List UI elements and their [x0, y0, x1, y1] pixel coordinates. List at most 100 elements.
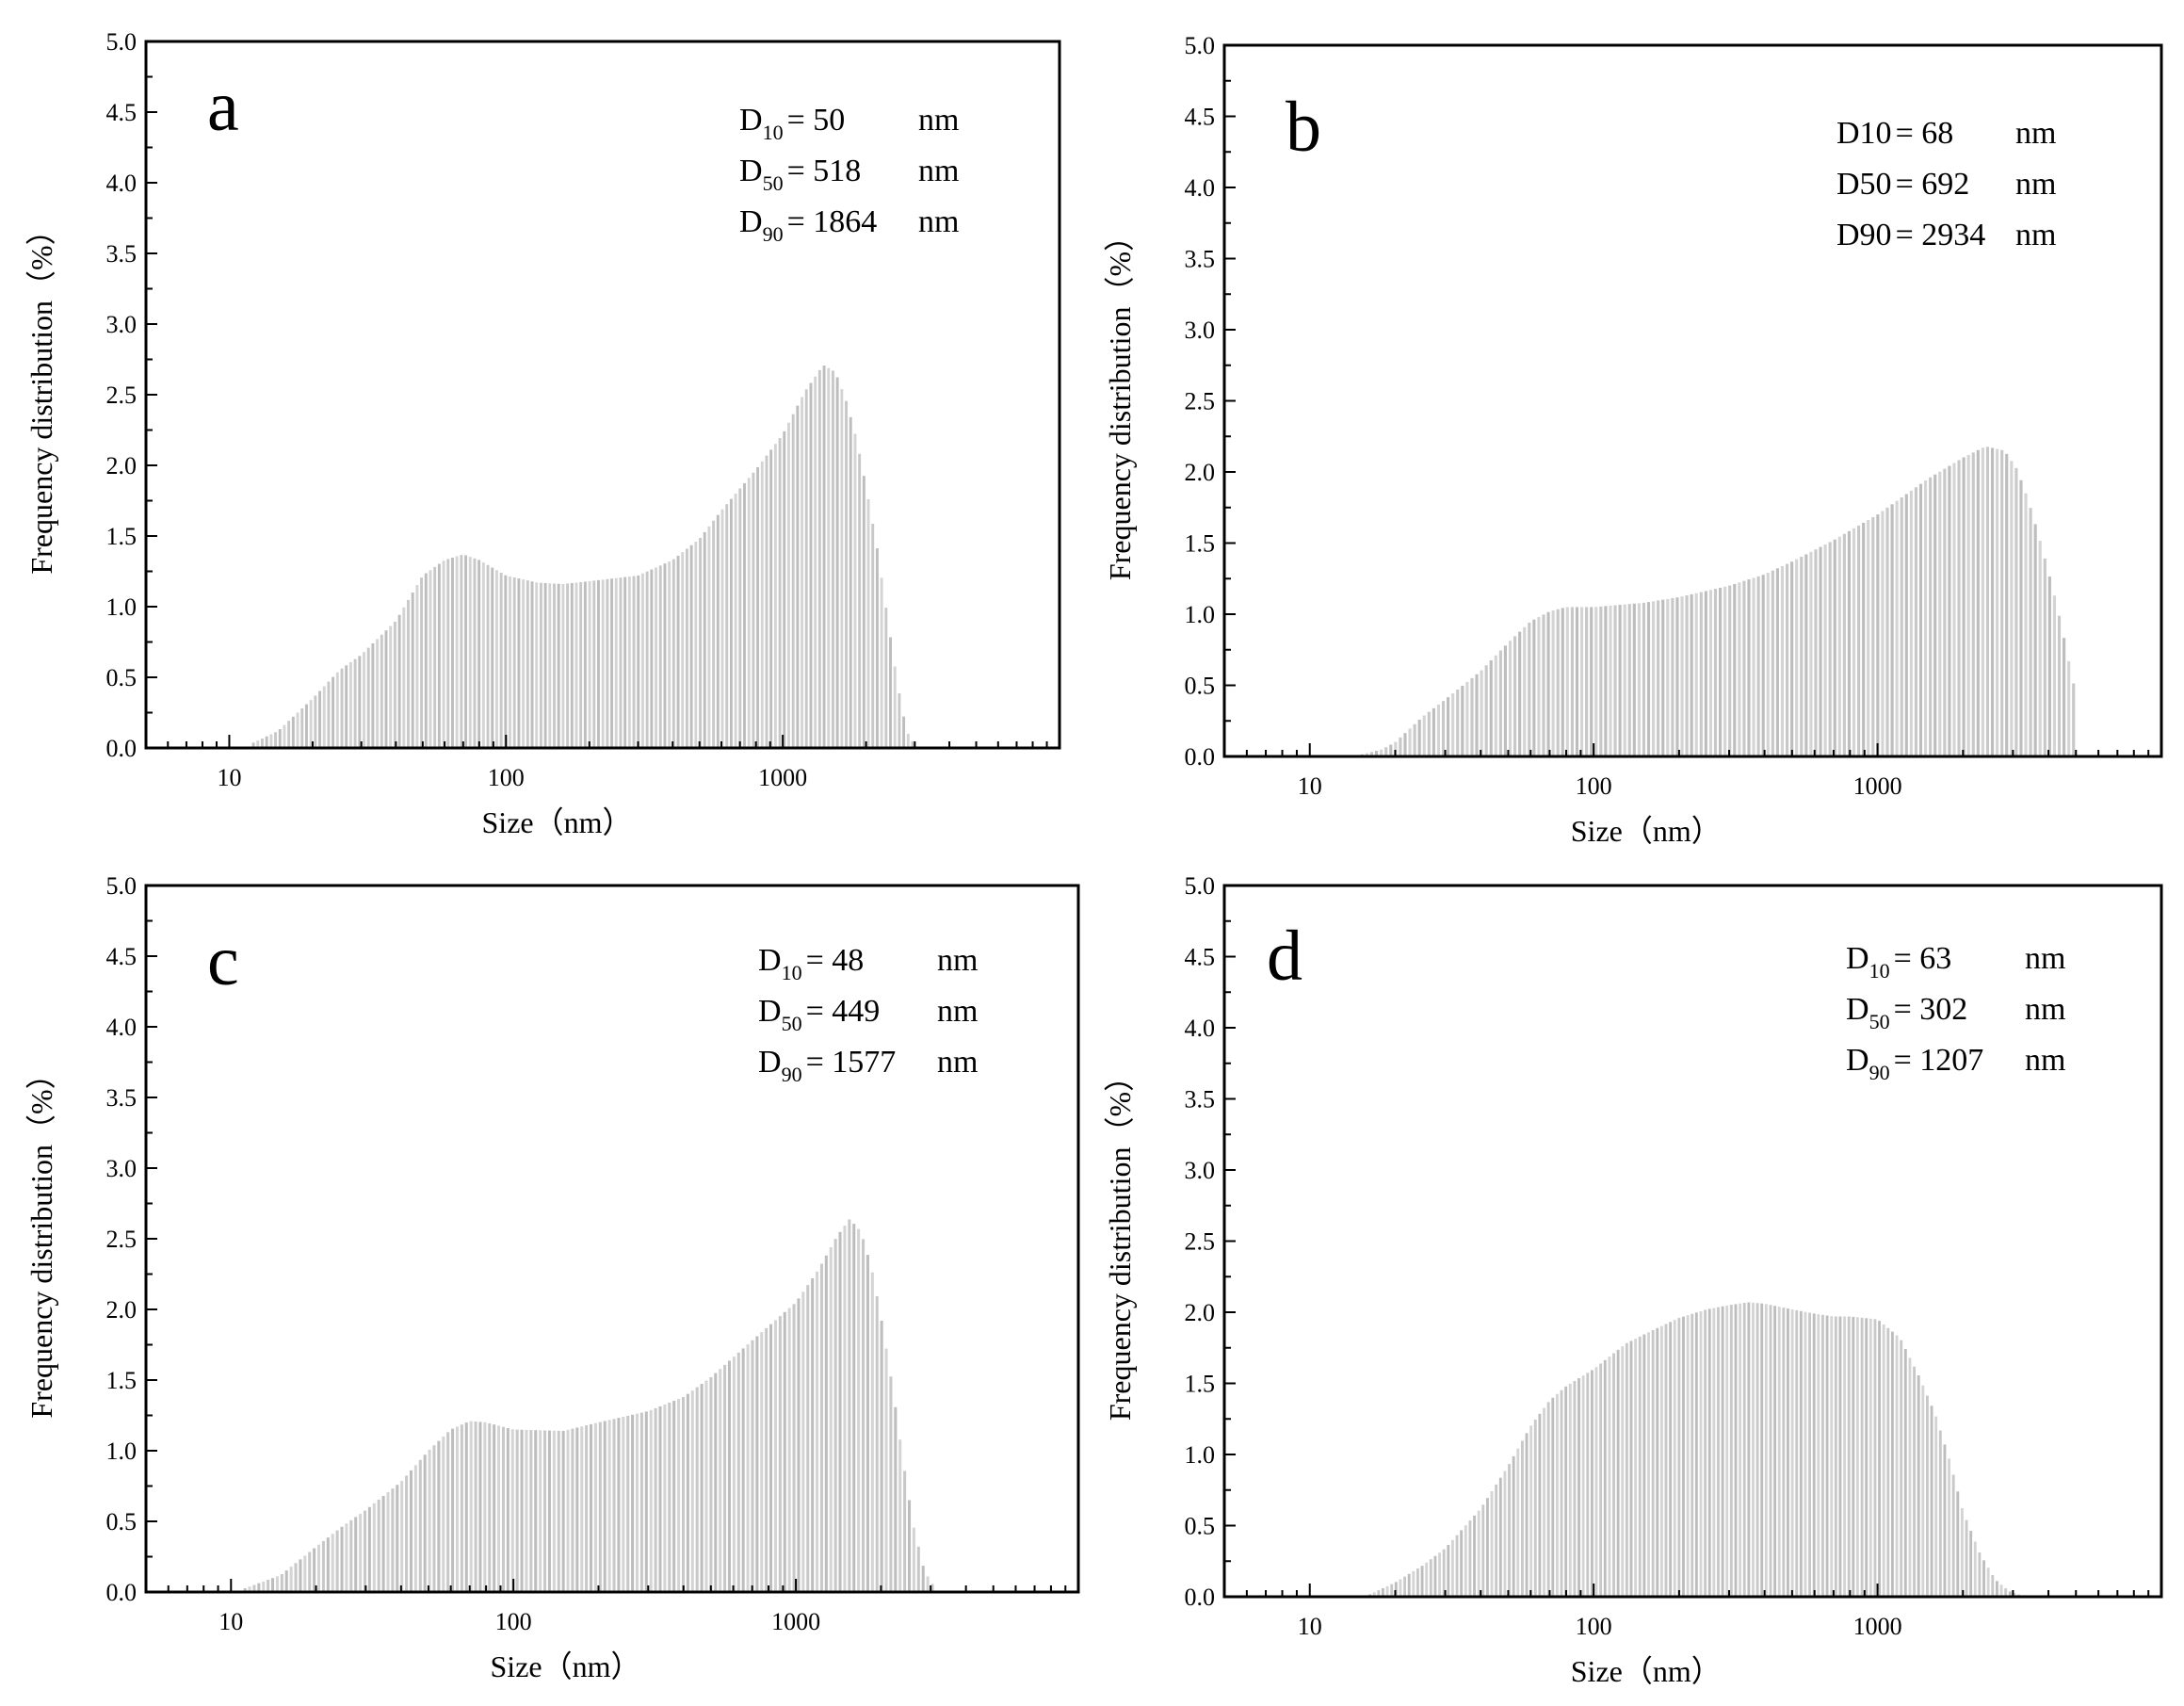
bar: [658, 1405, 662, 1592]
bar: [614, 577, 618, 748]
y-axis-title-d: Frequency distribution（%）: [1103, 1062, 1137, 1421]
bar: [1447, 697, 1450, 756]
bar: [1382, 1587, 1384, 1597]
bar: [1634, 1339, 1638, 1597]
bar: [610, 578, 614, 748]
bar: [402, 607, 406, 748]
bar: [1860, 1317, 1864, 1597]
bar: [433, 566, 437, 748]
bar: [1857, 525, 1861, 756]
bar: [1599, 1363, 1603, 1597]
bar: [1852, 528, 1856, 756]
bar: [707, 526, 711, 748]
bar: [497, 1425, 501, 1592]
x-tick-label: 1000: [771, 1608, 820, 1635]
bar: [561, 1430, 565, 1592]
bar: [709, 1376, 713, 1592]
bar: [437, 1440, 441, 1592]
bar: [607, 1420, 611, 1592]
bar: [1673, 1320, 1676, 1597]
x-tick-label: 1000: [1853, 772, 1902, 800]
d50-unit-d: nm: [2025, 992, 2065, 1027]
d90-value-d: = 1207: [1894, 1043, 1984, 1078]
bar: [574, 582, 578, 748]
bar: [506, 1427, 510, 1592]
bar: [2013, 1593, 2016, 1597]
bar: [1632, 603, 1636, 756]
bar: [1599, 606, 1603, 756]
bar: [252, 1584, 256, 1592]
bar: [1518, 631, 1522, 756]
d10-base-c: D: [758, 943, 782, 978]
bar: [797, 1298, 801, 1592]
bar: [2029, 508, 2032, 756]
bar: [889, 637, 892, 748]
bar: [801, 1292, 805, 1592]
bar: [809, 382, 813, 748]
bar: [1924, 480, 1928, 756]
bar: [332, 676, 335, 748]
bar: [778, 438, 782, 748]
bar: [1647, 1332, 1650, 1597]
bar: [787, 422, 790, 748]
bar: [274, 732, 278, 748]
bar: [345, 1523, 348, 1592]
bar: [1903, 1349, 1907, 1597]
d90-value-b: = 2934: [1896, 218, 1986, 252]
bar: [1528, 622, 1531, 756]
bar: [746, 1344, 750, 1592]
bar: [371, 642, 375, 748]
bar: [1477, 1510, 1480, 1597]
bar: [751, 1340, 754, 1592]
bar: [686, 1393, 689, 1592]
bar: [1581, 1375, 1585, 1597]
bar: [432, 1445, 436, 1592]
bar: [1804, 1311, 1807, 1597]
bar: [1838, 1316, 1842, 1597]
bar: [289, 1567, 293, 1592]
bar: [322, 686, 326, 748]
bar: [580, 1426, 584, 1592]
d90-value-c: = 1577: [806, 1045, 897, 1080]
bar: [429, 570, 432, 748]
bar: [1429, 1559, 1432, 1597]
bar: [481, 562, 485, 748]
y-tick-label: 5.0: [106, 872, 138, 900]
d10-sub-d: 10: [1869, 959, 1890, 983]
y-tick-label: 5.0: [106, 28, 138, 56]
bar: [1451, 693, 1455, 756]
bar: [1900, 497, 1903, 756]
bar: [1986, 1568, 1990, 1597]
d90-base-b: D90: [1836, 218, 1892, 252]
bar: [734, 494, 737, 748]
bar: [1480, 670, 1483, 756]
bar: [393, 621, 396, 748]
bar: [806, 1285, 810, 1592]
bar: [1704, 1309, 1707, 1597]
bar: [1973, 1541, 1977, 1597]
bar: [309, 700, 313, 748]
bar: [1704, 591, 1707, 756]
bar: [1747, 1302, 1751, 1597]
bar: [1957, 460, 1961, 756]
bar: [1661, 599, 1665, 756]
x-tick-label: 100: [1576, 772, 1612, 800]
bar: [1616, 1349, 1620, 1597]
bar: [1769, 1305, 1772, 1597]
bar: [353, 658, 357, 748]
bar: [547, 1430, 551, 1592]
bar: [2072, 683, 2076, 756]
bar: [1608, 1357, 1611, 1597]
d10-unit-c: nm: [937, 943, 978, 978]
bar: [1533, 1420, 1537, 1597]
bar: [1747, 579, 1751, 756]
bar: [617, 1418, 621, 1592]
d50-label-d: D50 = 302 nm: [1846, 992, 2065, 1033]
bar: [1468, 1520, 1472, 1597]
bar: [704, 1380, 708, 1592]
bar: [681, 1397, 686, 1592]
d10-label-c: D10 = 48 nm: [758, 943, 978, 984]
bar: [690, 1390, 694, 1592]
bar: [1761, 575, 1765, 756]
bar: [655, 567, 657, 748]
